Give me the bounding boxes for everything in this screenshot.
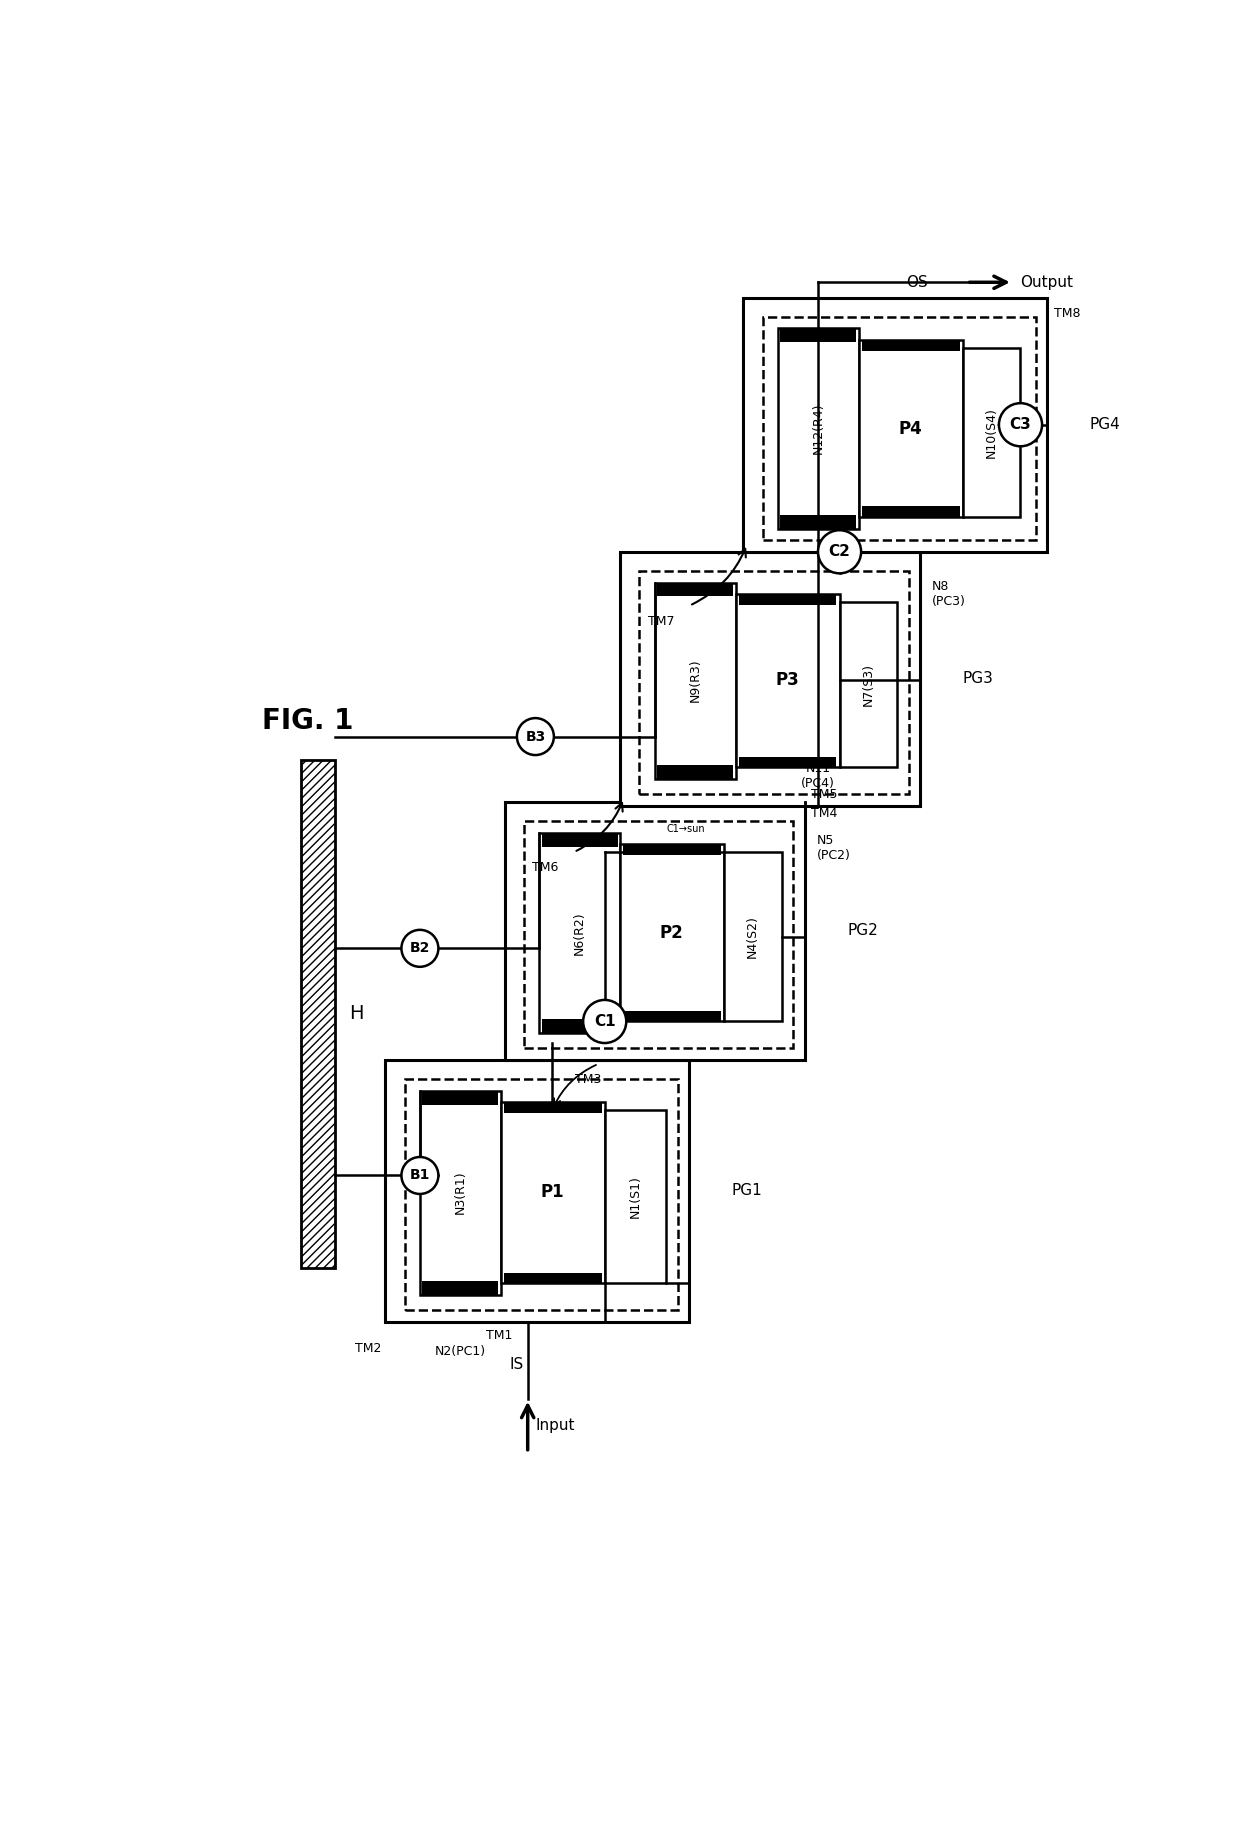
Bar [503, 1102, 601, 1113]
Text: N12(R4): N12(R4) [811, 403, 825, 454]
Text: N3(R1): N3(R1) [454, 1171, 466, 1214]
Bar [505, 802, 805, 1059]
Circle shape [583, 1000, 626, 1043]
Bar [763, 316, 1035, 541]
Bar [422, 1091, 498, 1105]
Bar [859, 340, 962, 517]
Text: TM1: TM1 [486, 1330, 512, 1342]
Bar [523, 822, 794, 1048]
Text: Input: Input [536, 1418, 575, 1433]
Text: TM8: TM8 [1054, 307, 1080, 320]
Text: H: H [350, 1004, 363, 1022]
Bar [605, 1111, 666, 1284]
Text: N8
(PC3): N8 (PC3) [932, 579, 966, 609]
Bar [655, 583, 735, 780]
Bar [386, 1059, 689, 1322]
Text: TM7: TM7 [647, 614, 675, 627]
Text: N6(R2): N6(R2) [573, 910, 585, 954]
Bar [422, 1282, 498, 1295]
Circle shape [818, 530, 861, 574]
Bar [724, 851, 781, 1021]
Text: PG3: PG3 [962, 671, 993, 686]
Bar [962, 348, 1021, 517]
Bar [640, 572, 909, 794]
Bar [780, 515, 857, 528]
Bar [862, 340, 960, 351]
Bar [620, 552, 920, 805]
Circle shape [517, 717, 554, 756]
Bar [739, 756, 837, 767]
Bar [739, 594, 837, 605]
Text: N7(S3): N7(S3) [862, 662, 874, 706]
Text: TM3: TM3 [575, 1072, 601, 1085]
Bar [735, 594, 839, 767]
Text: TM2: TM2 [355, 1342, 382, 1355]
Text: N4(S2): N4(S2) [746, 916, 759, 958]
Text: P4: P4 [899, 419, 923, 438]
Circle shape [999, 403, 1042, 447]
Text: B2: B2 [409, 942, 430, 954]
Bar [542, 833, 618, 846]
Text: IS: IS [510, 1357, 523, 1372]
Text: FIG. 1: FIG. 1 [262, 708, 353, 736]
Text: TM4: TM4 [811, 807, 837, 820]
Text: P2: P2 [660, 923, 683, 942]
Bar [404, 1079, 678, 1309]
Text: TM6: TM6 [532, 861, 558, 874]
Bar [657, 583, 733, 596]
Text: PG2: PG2 [847, 923, 878, 938]
Text: B3: B3 [526, 730, 546, 743]
Circle shape [402, 931, 439, 967]
Text: P3: P3 [775, 671, 799, 690]
Text: N10(S4): N10(S4) [985, 406, 998, 458]
Bar [780, 329, 857, 342]
Text: PG4: PG4 [1090, 417, 1121, 432]
Circle shape [402, 1157, 439, 1194]
Bar [501, 1102, 605, 1284]
Bar [539, 833, 620, 1034]
Text: PG1: PG1 [732, 1182, 763, 1199]
Text: TM5: TM5 [811, 787, 837, 800]
Text: C3: C3 [1009, 417, 1032, 432]
Text: C1→sun: C1→sun [666, 824, 704, 833]
Bar [657, 765, 733, 780]
Text: C1: C1 [594, 1013, 615, 1030]
Bar [300, 760, 335, 1267]
Bar [420, 1091, 501, 1295]
Bar [620, 844, 724, 1021]
Bar [777, 329, 859, 528]
Bar [624, 1011, 720, 1021]
Bar [542, 1019, 618, 1034]
Text: N2(PC1): N2(PC1) [434, 1344, 486, 1357]
Bar [503, 1273, 601, 1284]
Bar [624, 844, 720, 855]
Bar [862, 506, 960, 517]
Bar [743, 298, 1048, 552]
Text: N1(S1): N1(S1) [629, 1175, 642, 1217]
Text: Output: Output [1021, 274, 1074, 291]
Text: N5
(PC2): N5 (PC2) [816, 835, 851, 862]
Bar [839, 601, 898, 767]
Text: B1: B1 [409, 1168, 430, 1182]
Text: N11
(PC4): N11 (PC4) [801, 763, 835, 791]
Text: C2: C2 [828, 544, 851, 559]
Text: P1: P1 [541, 1184, 564, 1201]
Text: OS: OS [906, 274, 928, 291]
Text: N9(R3): N9(R3) [688, 658, 702, 702]
